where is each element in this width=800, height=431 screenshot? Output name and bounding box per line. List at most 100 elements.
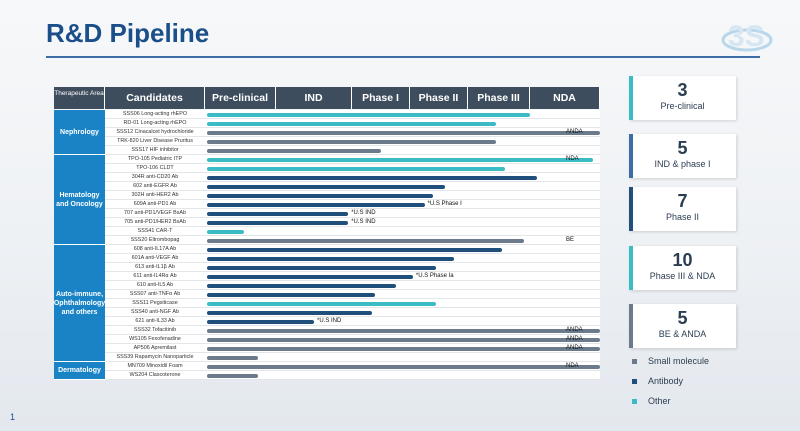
progress-bar [207, 355, 259, 360]
candidate-name: WS204 Clascoterone [129, 372, 181, 378]
stat-accent [629, 134, 633, 178]
header-ind: IND [276, 87, 352, 109]
candidate-name: 302H anti-HER2 Ab [131, 192, 179, 198]
candidate-name: TRK-820 Liver Disease Pruritus [117, 138, 193, 144]
progress-bar [207, 130, 600, 135]
candidate-name: WS105 Fexofenadine [129, 336, 181, 342]
progress-bar [207, 346, 600, 351]
status-note: *U.S IND [351, 210, 376, 216]
candidate-name: MN709 Minoxidil Foam [127, 363, 183, 369]
candidate-name: SSS32 Tofacitinib [133, 327, 177, 333]
stat-label: BE & ANDA [658, 329, 707, 339]
candidate-name: 601A anti-VEGF Ab [131, 255, 179, 261]
stat-card: 5 IND & phase I [629, 134, 736, 178]
candidate-name: 608 anti-IL17A Ab [133, 246, 177, 252]
candidate-name: SSS39 Rapamycin Nanoparticle [116, 354, 194, 360]
progress-bar [207, 148, 381, 153]
stat-card: 10 Phase III & NDA [629, 246, 736, 290]
page-title: R&D Pipeline [46, 18, 210, 48]
progress-bar [207, 328, 600, 333]
header-therapeutic-area: Therapeutic Area [54, 87, 105, 109]
progress-bar [207, 184, 445, 189]
stat-value: 7 [677, 191, 688, 211]
candidate-name: SSS17 HIF inhibitor [131, 147, 179, 153]
progress-bar [207, 157, 593, 162]
progress-bar [207, 337, 600, 342]
progress-bar [207, 265, 437, 270]
stat-label: IND & phase I [654, 159, 711, 169]
progress-bar [207, 310, 373, 315]
stat-accent [629, 246, 633, 290]
progress-bar [207, 175, 537, 180]
progress-bar [207, 256, 454, 261]
therapeutic-area-label: Nephrology [60, 128, 99, 136]
table-row [105, 227, 600, 236]
progress-bar [207, 373, 259, 378]
header-nda: NDA [530, 87, 600, 109]
progress-bar [207, 283, 396, 288]
header-candidates: Candidates [105, 87, 205, 109]
candidate-name: SSS41 CAR-T [137, 228, 173, 234]
candidate-name: SSS11 Pegsiticase [132, 300, 178, 306]
progress-bar [207, 211, 349, 216]
progress-bar [207, 139, 496, 144]
progress-bar [207, 112, 530, 117]
candidate-name: SSS06 Long-acting rhEPO [122, 111, 188, 117]
progress-bar [207, 292, 376, 297]
table-row [105, 353, 600, 362]
page-number: 1 [10, 412, 16, 422]
status-note: NDA [566, 156, 579, 162]
stat-accent [629, 187, 633, 231]
stat-value: 3 [677, 80, 688, 100]
stat-label: Pre-clinical [660, 101, 705, 111]
stat-accent [629, 76, 633, 120]
candidate-name: 705 anti-PD1/HER2 BsAb [124, 219, 186, 225]
candidate-name: 613 anti-IL1β Ab [135, 264, 175, 270]
status-note: ANDA [566, 327, 583, 333]
table-row [105, 209, 600, 218]
candidate-name: 611 anti-IL4Rα Ab [133, 273, 177, 279]
progress-bar [207, 319, 314, 324]
therapeutic-area-label: Hematology and Oncology [56, 191, 103, 208]
status-note: ANDA [566, 345, 583, 351]
status-note: *U.S Phase Ia [415, 273, 454, 279]
stat-card: 7 Phase II [629, 187, 736, 231]
candidate-name: SSS20 Eltrombopag [130, 237, 180, 243]
status-note: ANDA [566, 129, 583, 135]
legend-label: Antibody [648, 376, 684, 386]
stat-value: 5 [677, 308, 688, 328]
stat-value: 5 [677, 138, 688, 158]
legend-swatch [632, 379, 637, 384]
table-header: Therapeutic Area Candidates Pre-clinical IN… [54, 87, 600, 109]
legend-label: Other [648, 396, 671, 406]
company-logo: 3S [721, 20, 773, 53]
therapeutic-area: Nephrology [54, 110, 105, 155]
header-phase-i: Phase I [352, 87, 410, 109]
legend-label: Small molecule [648, 356, 710, 366]
status-note: ANDA [566, 336, 583, 342]
stat-label: Phase III & NDA [649, 271, 716, 281]
title-rule [46, 56, 760, 58]
progress-bar [207, 202, 425, 207]
stat-card: 5 BE & ANDA [629, 304, 736, 348]
progress-bar [207, 247, 503, 252]
progress-bar [207, 364, 600, 369]
status-note: *U.S IND [317, 318, 342, 324]
candidate-name: TPO-105 Pediatric ITP [127, 156, 183, 162]
progress-bar [207, 229, 245, 234]
candidate-name: 707 anti-PD1/VEGF BsAb [123, 210, 187, 216]
table-row [105, 218, 600, 227]
stat-accent [629, 304, 633, 348]
svg-text:3S: 3S [728, 20, 765, 53]
status-note: BE [566, 237, 575, 243]
candidate-name: 304R anti-CD20 Ab [131, 174, 179, 180]
candidate-name: 602 anti-EGFR Ab [133, 183, 177, 189]
candidate-name: 610 anti-IL5 Ab [136, 282, 174, 288]
stat-label: Phase II [665, 212, 700, 222]
legend-swatch [632, 359, 637, 364]
header-phase-iii: Phase III [468, 87, 530, 109]
candidate-name: 609A anti-PD1 Ab [133, 201, 177, 207]
candidate-name: AP506 Apremilast [133, 345, 177, 351]
progress-bar [207, 193, 434, 198]
progress-bar [207, 238, 524, 243]
